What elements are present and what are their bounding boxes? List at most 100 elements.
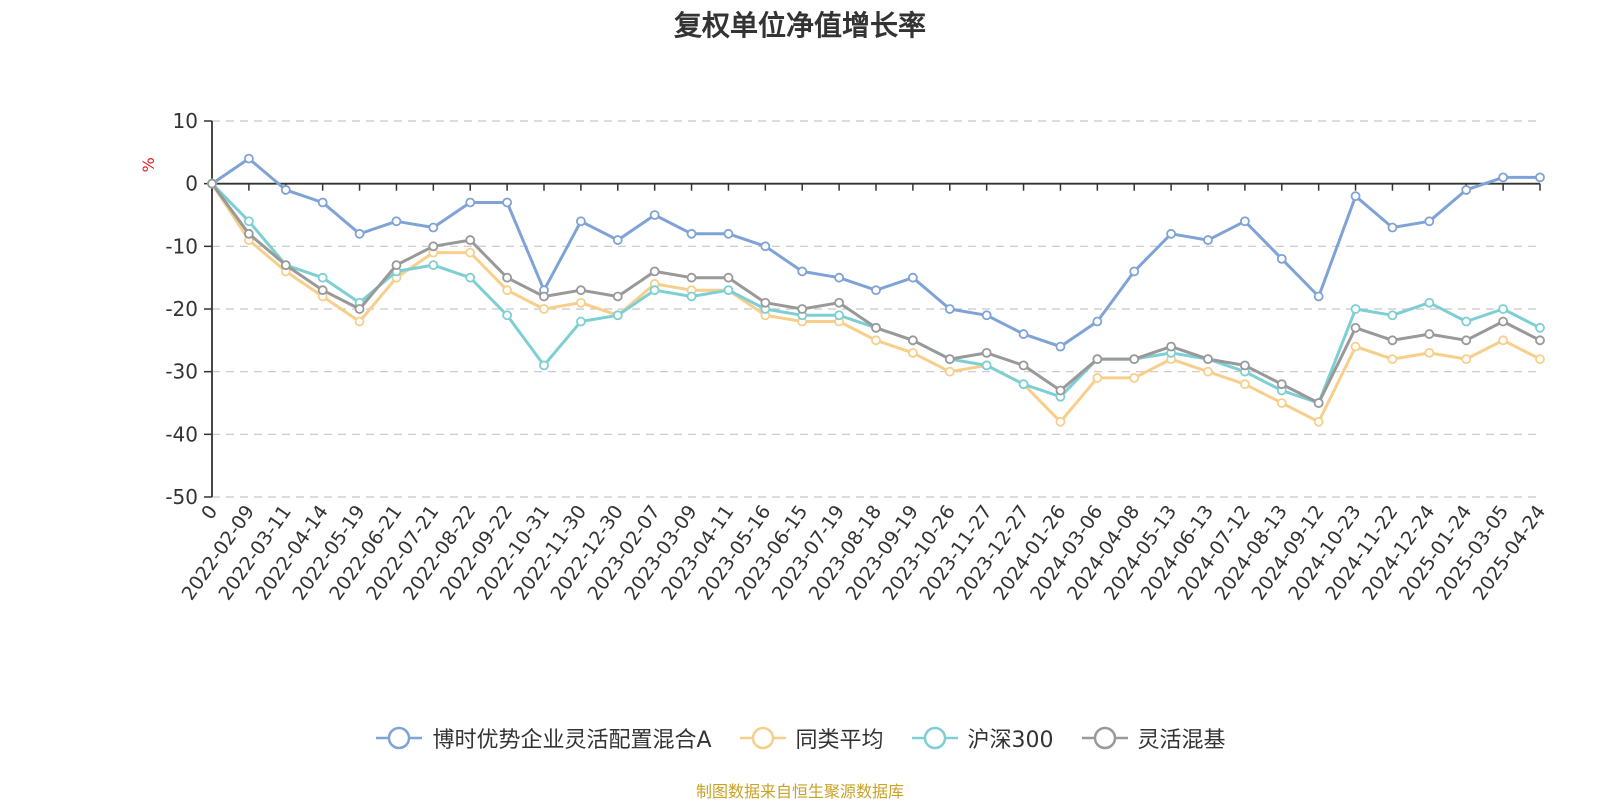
data-point [686, 272, 697, 283]
y-tick-label: 10 [173, 109, 198, 133]
data-point [354, 316, 365, 327]
data-point [575, 285, 586, 296]
data-point [1276, 379, 1287, 390]
data-point [465, 272, 476, 283]
y-tick-label: -40 [165, 422, 198, 446]
data-point [539, 360, 549, 371]
data-point [1535, 172, 1545, 183]
legend-swatch-marker [1093, 726, 1116, 750]
series-lines [207, 153, 1545, 427]
data-point [1092, 373, 1103, 383]
data-point [1535, 322, 1545, 333]
series-1 [207, 178, 1545, 427]
data-point [981, 310, 992, 321]
data-point [575, 216, 586, 227]
data-point [1018, 379, 1029, 390]
data-point [428, 260, 439, 271]
data-point [944, 304, 955, 314]
data-point [1313, 416, 1324, 427]
data-point [502, 310, 513, 321]
data-point [1498, 335, 1509, 346]
data-point [575, 297, 586, 308]
data-point [1018, 329, 1029, 339]
data-point [1535, 335, 1545, 346]
series-0 [207, 153, 1545, 352]
legend-label: 同类平均 [795, 728, 884, 753]
data-point [391, 216, 402, 227]
data-point [1055, 385, 1066, 396]
data-point [871, 322, 881, 333]
data-point [1203, 354, 1213, 365]
data-point [1387, 222, 1398, 233]
legend-swatch-icon [376, 726, 423, 750]
data-point [1350, 191, 1361, 202]
data-point [907, 335, 918, 346]
y-tick-label: -10 [165, 234, 198, 258]
x-tick-label: 0 [197, 501, 222, 524]
data-point [207, 178, 217, 189]
data-point [1535, 354, 1545, 365]
data-point [1424, 297, 1435, 308]
grid-lines [212, 120, 1540, 498]
data-point [1461, 316, 1472, 327]
data-point [944, 354, 955, 365]
y-tick-label: -20 [165, 297, 198, 321]
data-point [1350, 322, 1361, 333]
data-point [1092, 316, 1103, 327]
data-point [354, 228, 365, 239]
legend: 博时优势企业灵活配置混合A 同类平均 沪深300 灵活混基 [0, 722, 1600, 754]
legend-label: 灵活混基 [1137, 728, 1226, 753]
data-point [1129, 354, 1140, 365]
data-point [1166, 341, 1177, 352]
data-point [907, 272, 918, 283]
data-point [1387, 354, 1398, 365]
data-point [539, 304, 549, 314]
data-point [1166, 228, 1177, 239]
data-point [1129, 373, 1140, 383]
legend-swatch-icon [911, 726, 958, 750]
data-point [428, 222, 439, 233]
data-point [502, 285, 513, 296]
series-3 [207, 178, 1545, 408]
data-point [612, 310, 623, 321]
y-axis-label: % [139, 157, 158, 172]
data-point [797, 266, 808, 277]
data-point [871, 335, 881, 346]
data-point [612, 291, 623, 302]
data-point [1055, 341, 1066, 352]
data-point [1461, 335, 1472, 346]
data-point [834, 272, 845, 283]
data-point [575, 316, 586, 327]
data-point [280, 260, 291, 271]
y-tick-label: -50 [165, 485, 198, 509]
data-point [1239, 379, 1250, 390]
legend-label: 沪深300 [967, 728, 1054, 753]
legend-item[interactable]: 灵活混基 [1080, 722, 1226, 754]
data-point [1498, 316, 1509, 327]
data-point [649, 266, 660, 277]
data-point [1203, 366, 1213, 377]
data-point [760, 241, 771, 252]
data-point [1239, 216, 1250, 227]
data-point [723, 228, 734, 239]
data-point [1129, 266, 1140, 277]
data-point [649, 210, 660, 220]
data-point [465, 197, 476, 208]
data-point [1276, 253, 1287, 264]
data-point [981, 347, 992, 358]
data-point [834, 297, 845, 308]
legend-swatch-marker [751, 726, 774, 750]
data-point [243, 228, 254, 239]
data-point [723, 285, 734, 296]
legend-swatch-marker [923, 726, 946, 750]
legend-item[interactable]: 博时优势企业灵活配置混合A [374, 722, 712, 754]
data-point [1092, 354, 1103, 365]
legend-item[interactable]: 同类平均 [738, 722, 884, 754]
data-point [354, 304, 365, 314]
legend-item[interactable]: 沪深300 [910, 722, 1054, 754]
data-point [1239, 360, 1250, 371]
data-point [1461, 354, 1472, 365]
data-point [1424, 329, 1435, 339]
data-point [797, 304, 808, 314]
data-point [428, 241, 439, 252]
